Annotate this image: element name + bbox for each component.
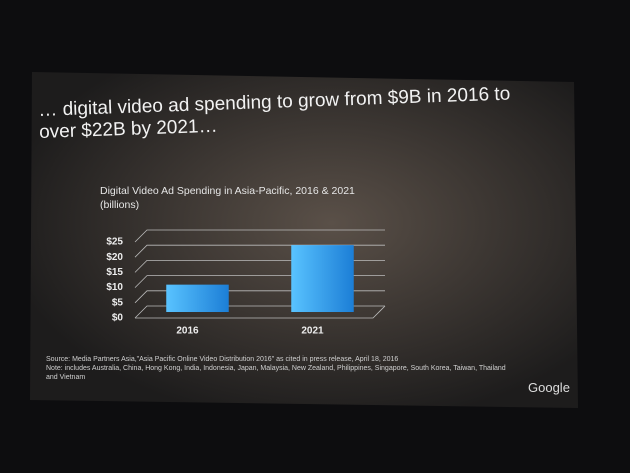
bar xyxy=(166,284,229,312)
floor xyxy=(135,305,386,319)
chart-subtitle: (billions) xyxy=(100,199,140,211)
y-tick-label: $15 xyxy=(106,267,123,278)
y-tick-label: $20 xyxy=(106,252,123,263)
note: Note: includes Australia, China, Hong Ko… xyxy=(46,365,506,381)
bar xyxy=(291,245,354,312)
x-tick-label: 2021 xyxy=(301,326,324,337)
slide xyxy=(30,72,578,408)
source: Source: Media Partners Asia,"Asia Pacifi… xyxy=(46,356,399,363)
chart-title: Digital Video Ad Spending in Asia-Pacifi… xyxy=(100,185,355,197)
y-tick-label: $25 xyxy=(106,237,123,248)
y-tick-label: $5 xyxy=(112,297,124,308)
y-tick-label: $10 xyxy=(106,282,123,293)
x-tick-label: 2016 xyxy=(176,326,199,337)
y-tick-label: $0 xyxy=(112,313,124,324)
grid-line xyxy=(134,229,385,243)
logo: Google xyxy=(528,380,570,395)
